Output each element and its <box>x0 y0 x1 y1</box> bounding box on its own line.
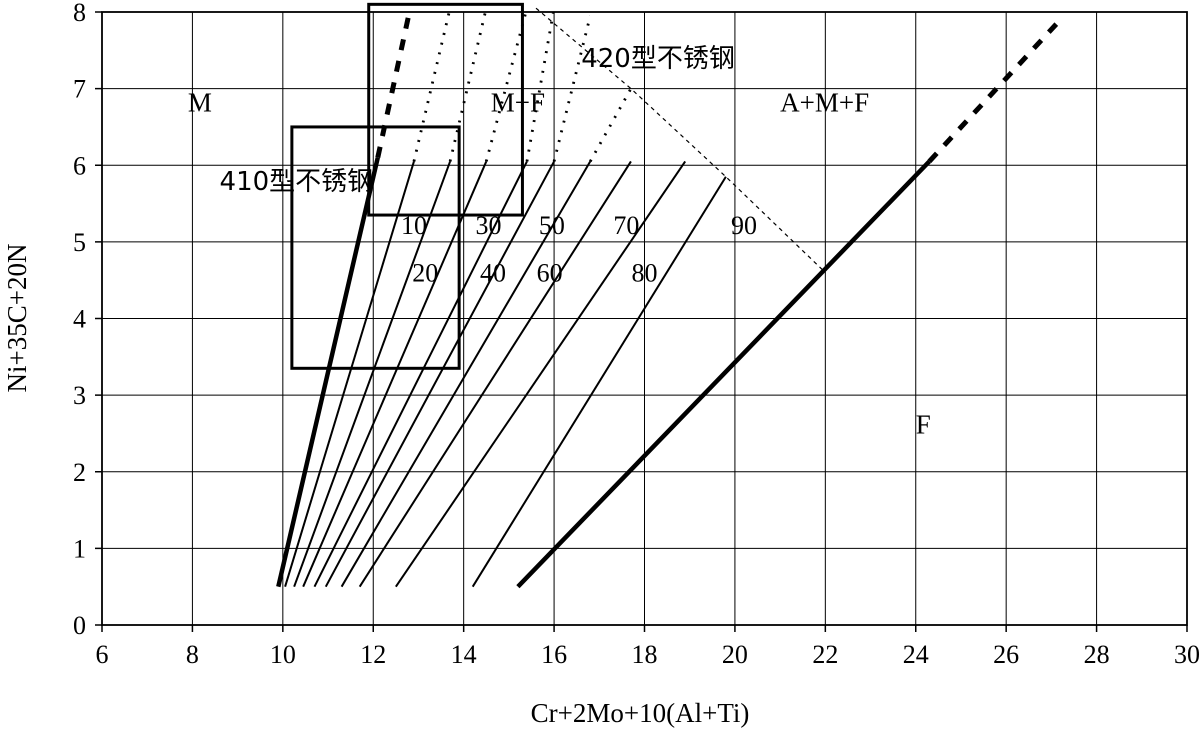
y-tick-label: 7 <box>73 75 86 104</box>
ferrite-line <box>293 161 452 588</box>
y-tick-label: 0 <box>73 611 86 640</box>
steel-label: 420型不锈钢 <box>581 44 735 74</box>
y-tick-label: 1 <box>73 534 86 563</box>
ferrite-percent-label: 70 <box>613 211 639 240</box>
y-tick-label: 5 <box>73 228 86 257</box>
ferrite-line <box>284 161 415 587</box>
ferrite-line-extension <box>525 7 556 162</box>
x-tick-label: 30 <box>1174 640 1200 669</box>
x-axis-title: Cr+2Mo+10(Al+Ti) <box>531 698 750 728</box>
ferrite-line <box>313 160 528 588</box>
x-tick-label: 6 <box>96 640 109 669</box>
x-tick-label: 22 <box>812 640 838 669</box>
ferrite-line-extension <box>589 87 633 163</box>
y-axis-title: Ni+35C+20N <box>2 244 32 393</box>
ferrite-percent-label: 10 <box>401 211 427 240</box>
boundary-line-extension <box>927 17 1063 164</box>
x-tick-label: 14 <box>451 640 477 669</box>
y-tick-label: 3 <box>73 381 86 410</box>
plot-frame <box>101 11 1188 626</box>
y-tick-label: 6 <box>73 151 86 180</box>
region-label: M+F <box>491 88 545 118</box>
ferrite-line <box>324 160 555 588</box>
y-tick-label: 4 <box>73 305 86 334</box>
phase-boundaries <box>276 11 1063 589</box>
x-tick-label: 16 <box>541 640 567 669</box>
ferrite-percent-label: 60 <box>537 259 563 288</box>
grid <box>95 11 1188 632</box>
steel-boxes <box>290 2 524 370</box>
ferrite-lines <box>284 7 727 588</box>
ferrite-percent-label: 50 <box>539 211 565 240</box>
boundary-line-extension <box>375 11 412 159</box>
ferrite-line-extension <box>448 7 488 162</box>
steel-label: 410型不锈钢 <box>220 167 374 197</box>
steel-box <box>367 2 524 217</box>
ferrite-percent-label: 20 <box>412 259 438 288</box>
x-tick-label: 26 <box>993 640 1019 669</box>
plot-border <box>101 11 1188 626</box>
region-label: A+M+F <box>780 88 869 118</box>
y-tick-label: 8 <box>73 0 86 27</box>
x-tick-label: 12 <box>360 640 386 669</box>
x-tick-label: 20 <box>722 640 748 669</box>
x-tick-label: 18 <box>632 640 658 669</box>
ferrite-line <box>358 160 632 588</box>
chart-labels: M M+F A+M+F F 410型不锈钢 420型不锈钢 10 30 50 70 90 20 40 60… <box>188 44 931 439</box>
region-label: F <box>916 409 931 439</box>
upper-envelope <box>535 7 826 273</box>
ferrite-line <box>340 160 592 588</box>
ferrite-percent-label: 80 <box>632 259 658 288</box>
steel-box <box>290 125 461 370</box>
envelope-line <box>535 7 826 273</box>
ferrite-percent-label: 30 <box>476 211 502 240</box>
ferrite-percent-label: 90 <box>731 211 757 240</box>
ferrite-line <box>471 176 727 588</box>
ferrite-line-extension <box>412 7 452 162</box>
ferrite-percent-label: 40 <box>480 259 506 288</box>
ferrite-line <box>302 161 488 588</box>
ferrite-line <box>395 160 687 588</box>
x-tick-label: 10 <box>270 640 296 669</box>
boundary-line <box>276 157 380 588</box>
boundary-line <box>516 159 931 589</box>
region-label: M <box>188 88 212 118</box>
y-tick-label: 2 <box>73 458 86 487</box>
x-tick-label: 28 <box>1084 640 1110 669</box>
x-tick-label: 8 <box>186 640 199 669</box>
ferrite-line-extension <box>484 7 529 162</box>
x-tick-label: 24 <box>903 640 929 669</box>
